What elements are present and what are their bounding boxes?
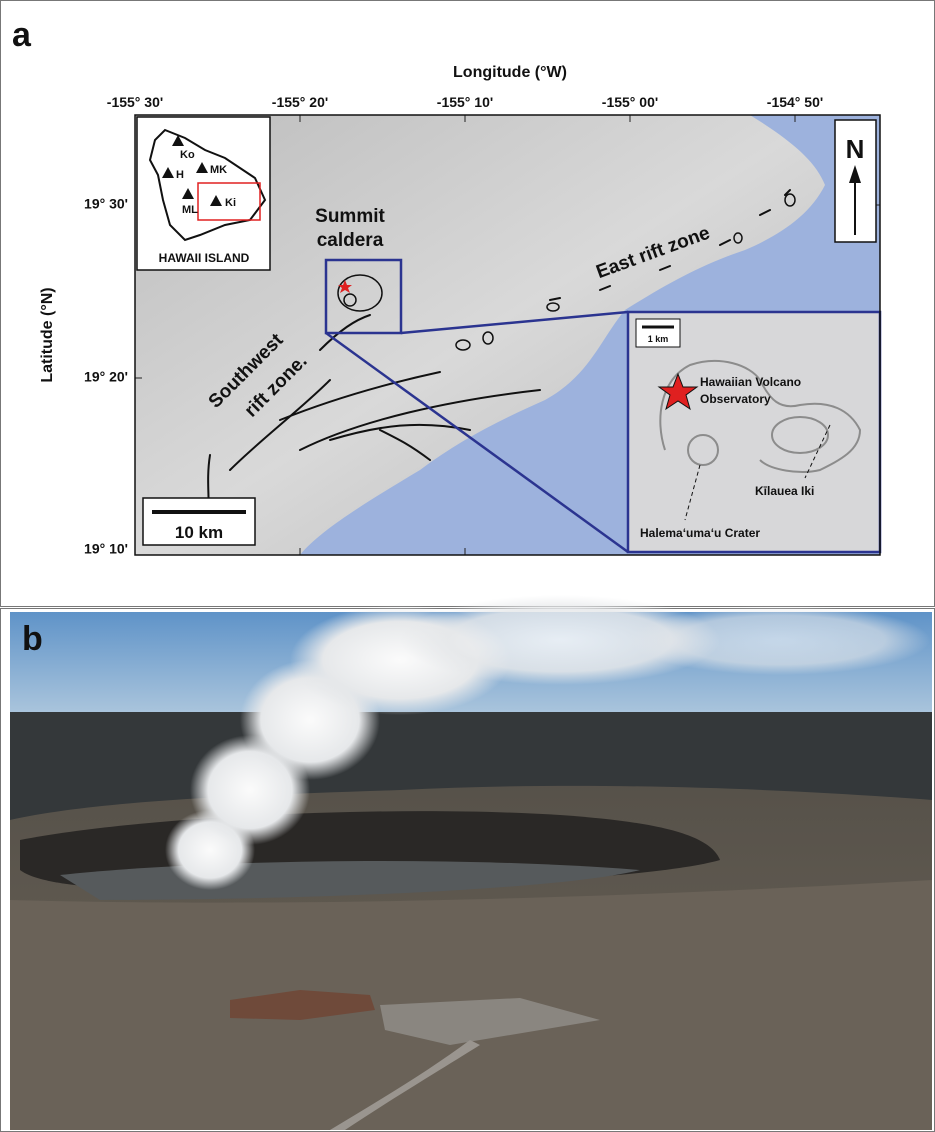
- figure: a Longitude (°W) -155° 30' -155° 20' -15…: [0, 0, 935, 1132]
- volcano-label: ML: [182, 204, 198, 216]
- y-tick-label: 19° 10': [84, 541, 128, 557]
- panel-label: a: [12, 16, 32, 54]
- zoom-label: Halemaʻumaʻu Crater: [640, 526, 760, 540]
- zoom-scale-label: 1 km: [648, 334, 669, 344]
- y-tick-label: 19° 20': [84, 369, 128, 385]
- volcano-label: Ki: [225, 197, 236, 209]
- zoom-label: Observatory: [700, 392, 771, 406]
- volcano-label: H: [176, 169, 184, 181]
- north-label: N: [846, 134, 865, 164]
- zoom-label: Hawaiian Volcano: [700, 375, 801, 389]
- zoom-inset: [628, 312, 880, 552]
- x-tick-label: -155° 20': [272, 94, 328, 110]
- zoom-label: Kīlauea Iki: [755, 484, 814, 498]
- x-tick-label: -155° 30': [107, 94, 163, 110]
- map-label: Summit: [315, 206, 385, 227]
- y-tick-label: 19° 30': [84, 196, 128, 212]
- panel-label: b: [22, 620, 43, 658]
- map-label: caldera: [317, 230, 384, 251]
- volcano-label: Ko: [180, 149, 195, 161]
- y-axis-title: Latitude (°N): [39, 287, 56, 382]
- x-tick-label: -154° 50': [767, 94, 823, 110]
- locator-title: HAWAII ISLAND: [159, 251, 250, 265]
- plume-puff: [630, 605, 930, 675]
- x-tick-label: -155° 10': [437, 94, 493, 110]
- scale-label: 10 km: [175, 523, 223, 542]
- x-tick-label: -155° 00': [602, 94, 658, 110]
- volcano-label: MK: [210, 164, 227, 176]
- x-axis-title: Longitude (°W): [453, 64, 567, 81]
